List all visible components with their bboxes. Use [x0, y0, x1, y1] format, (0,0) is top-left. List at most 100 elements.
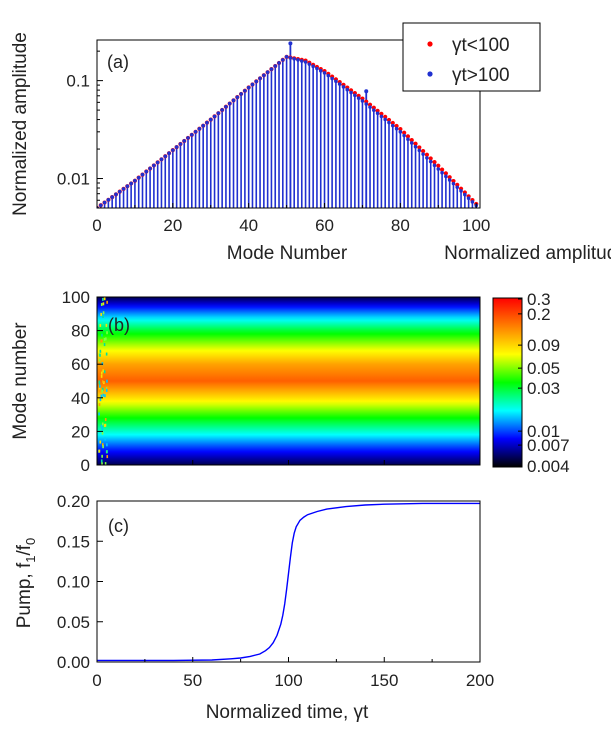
point-gt100-55 [303, 60, 308, 64]
legend-marker-blue-dot [427, 71, 433, 77]
noise-33 [99, 384, 101, 388]
point-gt100-69 [356, 96, 361, 100]
point-gt100-78 [390, 123, 395, 128]
point-gt100-63 [334, 79, 338, 84]
point-gt100-89 [432, 163, 437, 168]
point-gt100-28 [201, 123, 205, 128]
noise-41 [98, 381, 101, 385]
point-gt100-71 [364, 102, 369, 106]
noise-36 [105, 352, 108, 356]
cbar-tick-label-3: 0.05 [527, 359, 560, 378]
legend-box [402, 22, 541, 92]
point-gt100-82 [406, 137, 410, 142]
point-gt100-79 [394, 126, 399, 131]
point-gt100-72 [368, 105, 372, 109]
ytick-label-b-1: 20 [71, 422, 90, 441]
ytick-label-c-3: 0.15 [57, 532, 90, 551]
point-gt100-64 [337, 82, 342, 86]
point-lt100-76 [383, 114, 388, 119]
noise-67 [100, 374, 103, 378]
noise-34 [100, 312, 102, 316]
noise-50 [98, 449, 101, 453]
point-gt100-68 [353, 93, 357, 98]
spike-dot-0 [288, 41, 293, 46]
noise-32 [105, 386, 108, 390]
point-gt100-26 [193, 130, 198, 134]
noise-44 [98, 358, 101, 362]
pump-line [97, 502, 480, 662]
noise-58 [106, 331, 108, 335]
point-lt100-78 [390, 120, 395, 126]
point-gt100-17 [159, 157, 164, 162]
point-gt100-46 [269, 67, 274, 71]
point-gt100-67 [349, 90, 353, 95]
plot-frame-a [96, 39, 481, 209]
point-gt100-97 [463, 192, 467, 197]
noise-47 [101, 339, 103, 343]
cbar-tick-label-5: 0.01 [527, 422, 560, 441]
point-gt100-25 [190, 133, 194, 137]
point-gt100-92 [444, 174, 448, 179]
point-gt100-11 [136, 175, 141, 180]
point-gt100-2 [102, 200, 107, 205]
point-gt100-21 [174, 145, 179, 149]
noise-12 [100, 371, 103, 375]
legend-label-gt100: γt>100 [452, 65, 510, 86]
point-gt100-84 [413, 144, 418, 149]
point-gt100-1 [98, 203, 103, 208]
point-gt100-33 [220, 108, 224, 112]
point-lt100-79 [394, 123, 399, 129]
noise-57 [102, 393, 105, 397]
spike-dot-1 [364, 89, 369, 94]
panel-b: 0 20 40 60 80 100 (b) Mode number Normalized … [10, 243, 611, 476]
y-axis-label-b: Mode number [10, 322, 31, 440]
point-gt100-41 [250, 82, 255, 87]
point-gt100-14 [148, 166, 152, 171]
noise-56 [106, 386, 109, 390]
point-gt100-3 [106, 198, 111, 202]
point-gt100-85 [417, 148, 422, 153]
point-gt100-45 [265, 70, 270, 74]
point-gt100-88 [428, 159, 433, 164]
point-gt100-7 [121, 187, 126, 191]
point-gt100-99 [470, 200, 475, 204]
noise-11 [102, 297, 104, 301]
point-lt100-89 [432, 159, 437, 165]
ytick-label-c-2: 0.10 [57, 573, 90, 592]
colorbar-gradient-bar [492, 297, 523, 468]
noise-63 [105, 388, 108, 392]
point-lt100-94 [451, 178, 456, 184]
noise-64 [101, 454, 103, 458]
point-lt100-88 [428, 156, 433, 161]
y-axis-label-a: Normalized amplitude [10, 32, 31, 216]
ytick-label-c-1: 0.05 [57, 613, 90, 632]
noise-62 [105, 337, 107, 341]
point-gt100-51 [288, 56, 293, 60]
point-gt100-83 [409, 141, 414, 145]
noise-51 [98, 412, 100, 416]
point-gt100-93 [447, 178, 452, 182]
legend-marker-red-dot [427, 41, 433, 47]
point-gt100-37 [235, 95, 240, 99]
point-gt100-16 [155, 160, 160, 165]
point-gt100-6 [117, 189, 122, 194]
noise-65 [103, 297, 106, 301]
cbar-tick-label-6: 0.007 [527, 436, 570, 455]
point-gt100-65 [341, 85, 346, 89]
xtick-label-c-4: 200 [466, 671, 494, 690]
point-gt100-32 [216, 111, 221, 115]
noise-35 [104, 437, 106, 441]
xtick-label-a-0: 0 [92, 216, 101, 235]
ytick-label-b-0: 0 [81, 456, 90, 475]
cbar-tick-label-0: 0.3 [527, 290, 551, 309]
noise-25 [106, 300, 108, 304]
point-lt100-75 [379, 111, 384, 116]
point-gt100-13 [144, 169, 149, 174]
point-gt100-39 [243, 88, 247, 93]
point-gt100-22 [178, 142, 183, 146]
ytick-label-b-4: 80 [71, 322, 90, 341]
point-gt100-30 [208, 117, 213, 122]
point-gt100-59 [318, 68, 323, 73]
point-gt100-54 [299, 59, 304, 63]
